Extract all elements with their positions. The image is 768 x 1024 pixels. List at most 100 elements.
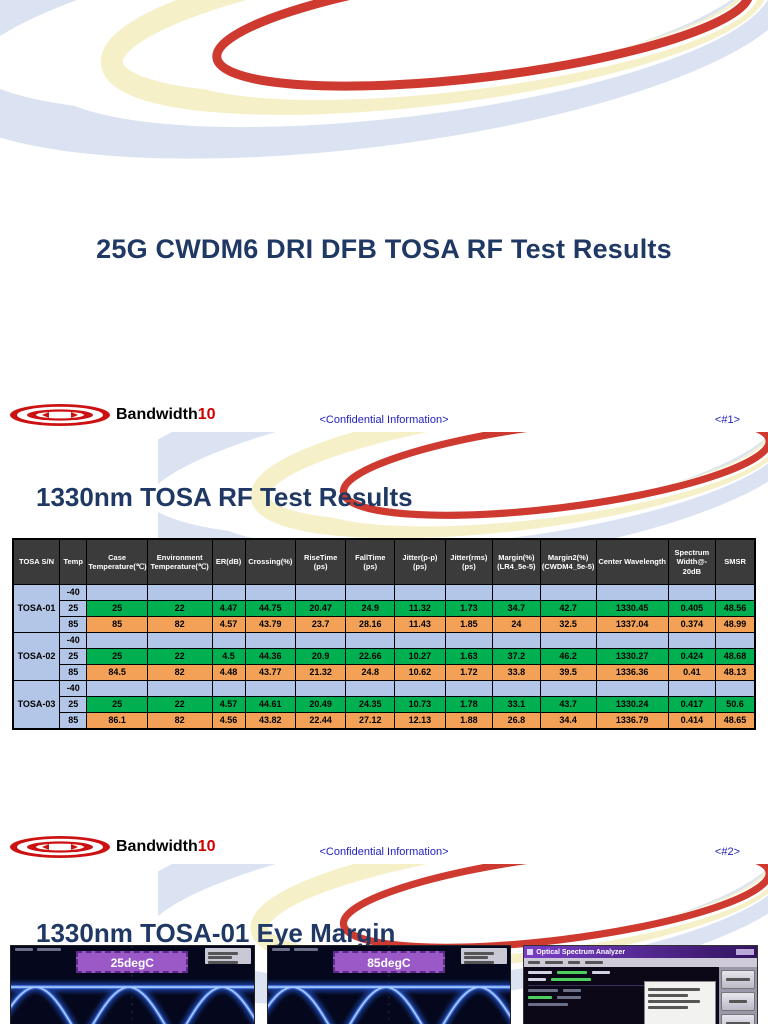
data-cell: 44.75 [244,600,296,617]
column-header: Margin(%) (LR4_5e-5) [492,538,541,585]
data-cell [667,584,717,601]
column-header: Jitter(rms) (ps) [444,538,494,585]
data-cell: 84.5 [86,664,148,681]
data-cell: 0.417 [667,696,717,713]
data-cell [294,680,347,697]
data-cell: 21.32 [294,664,347,681]
data-cell [595,680,669,697]
data-cell: 25 [86,696,148,713]
tosa-sn-cell: TOSA-01 [12,584,61,633]
osa-trace-area [524,967,719,1024]
data-cell: 4.47 [211,600,246,617]
brand-name-main: Bandwidth [116,838,198,855]
data-cell [394,632,446,649]
data-cell: 44.36 [244,648,296,665]
data-cell: 1336.79 [595,712,669,730]
scope-status-text [271,948,318,951]
data-cell: 10.27 [394,648,446,665]
data-cell: 22.44 [294,712,347,730]
scope-status-text [15,948,61,951]
results-table: TOSA S/N Temp Case Temperature(℃) Environme… [12,538,756,730]
osa-softkey [721,1014,755,1024]
slide-3: 1330nm TOSA-01 Eye Margin [0,864,768,1024]
table-row: 25 25 22 4.47 44.75 20.47 24.9 11.32 1.73 34.7 42.… [13,600,756,617]
osa-softkey [721,992,755,1011]
data-cell: 44.61 [244,696,296,713]
data-cell [394,680,446,697]
brand-name: Bandwidth10 [116,406,216,424]
osa-softkey-column [719,967,757,1024]
data-cell: 34.7 [492,600,541,617]
data-cell: 39.5 [539,664,597,681]
data-cell: 1337.04 [595,616,669,633]
data-cell [345,632,396,649]
swoosh-decoration [0,0,768,159]
data-cell: 25 [86,600,148,617]
data-cell: 0.424 [667,648,717,665]
data-cell: 4.57 [211,616,246,633]
data-cell: 20.49 [294,696,347,713]
column-header: SMSR [715,538,756,585]
column-header: Jitter(p-p) (ps) [394,538,446,585]
data-cell: 0.41 [667,664,717,681]
data-cell: 1336.36 [595,664,669,681]
data-cell: 48.99 [715,616,756,633]
data-cell [492,632,541,649]
temp-cell: 85 [59,664,88,681]
data-cell [244,584,296,601]
scope-readout [461,948,508,964]
data-cell: 24.9 [345,600,396,617]
data-cell [244,632,296,649]
table-row: 25 25 22 4.5 44.36 20.9 22.66 10.27 1.63 37.2 46.2… [13,648,756,665]
column-header: TOSA S/N [12,538,61,585]
temp-label-badge: 25degC [76,951,189,973]
scope-readout [204,948,251,964]
data-cell: 28.16 [345,616,396,633]
data-cell: 20.9 [294,648,347,665]
data-cell: 1.85 [444,616,494,633]
data-cell [539,632,597,649]
rf-test-results-table-wrap: TOSA S/N Temp Case Temperature(℃) Environme… [12,538,756,730]
table-row: 85 85 82 4.57 43.79 23.7 28.16 11.43 1.85 24 32.5 1… [13,616,756,633]
data-cell [492,680,541,697]
brand-logo-icon [10,404,110,426]
column-header: ER(dB) [211,538,246,585]
data-cell: 48.56 [715,600,756,617]
data-cell: 4.56 [211,712,246,730]
data-cell: 42.7 [539,600,597,617]
column-header: Margin2(%) (CWDM4_5e-5) [539,538,597,585]
brand-logo: Bandwidth10 [8,403,216,427]
column-header: Center Wavelength [595,538,669,585]
osa-menubar [524,958,757,967]
page-number: <#2> [714,846,740,858]
table-row: TOSA-03 -40 [12,680,756,730]
data-cell: 1.73 [444,600,494,617]
data-cell: 27.12 [345,712,396,730]
data-cell: 33.1 [492,696,541,713]
data-cell [667,680,717,697]
data-cell: 82 [146,712,213,730]
data-cell: 26.8 [492,712,541,730]
data-cell: 43.82 [244,712,296,730]
temp-cell: -40 [59,584,88,601]
column-header: Spectrum Width@- 20dB [667,538,717,585]
table-row: 25 25 22 4.57 44.61 20.49 24.35 10.73 1.78 33.1 43… [13,696,756,713]
osa-measurement-readout [644,981,716,1024]
slide-footer: Bandwidth10 <Confidential Information> <… [0,830,768,864]
data-cell: 4.48 [211,664,246,681]
data-cell: 85 [86,616,148,633]
data-cell: 48.65 [715,712,756,730]
data-cell [444,680,494,697]
slide-2: 1330nm TOSA RF Test Results TOSA S/N Temp… [0,432,768,864]
temp-label-badge: 85degC [332,951,445,973]
tosa-sn-cell: TOSA-02 [12,632,61,681]
data-cell: 1330.45 [595,600,669,617]
data-cell [715,584,756,601]
table-row: 85 84.5 82 4.48 43.77 21.32 24.8 10.62 1.72 33.8 3… [13,664,756,681]
data-cell: 34.4 [539,712,597,730]
data-cell: 1330.27 [595,648,669,665]
data-cell [394,584,446,601]
data-cell: 43.7 [539,696,597,713]
data-cell [595,632,669,649]
